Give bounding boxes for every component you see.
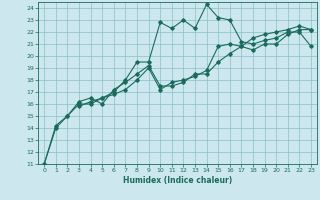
X-axis label: Humidex (Indice chaleur): Humidex (Indice chaleur) bbox=[123, 176, 232, 185]
